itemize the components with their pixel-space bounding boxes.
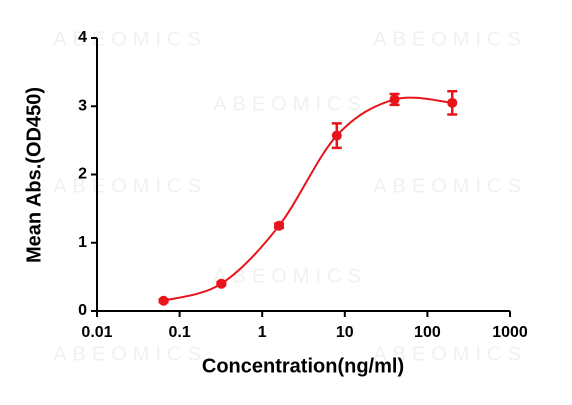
x-axis-label: Concentration(ng/ml) [202, 355, 404, 377]
x-tick-label: 0.1 [168, 324, 190, 341]
data-point [158, 295, 169, 306]
watermark: ABEOMICS [373, 175, 527, 197]
y-axis-label: Mean Abs.(OD450) [23, 87, 45, 263]
watermark: ABEOMICS [213, 265, 367, 287]
watermark: ABEOMICS [53, 343, 207, 365]
y-tick-label: 4 [78, 29, 87, 46]
data-point [216, 278, 227, 289]
data-point [274, 220, 285, 231]
watermark: ABEOMICS [373, 343, 527, 365]
x-tick-label: 1000 [492, 324, 528, 341]
x-tick-label: 0.01 [81, 324, 112, 341]
watermarks: ABEOMICS ABEOMICS ABEOMICS ABEOMICS ABEOMICS… [53, 28, 527, 365]
y-tick-label: 0 [78, 302, 87, 319]
data-point [447, 97, 458, 108]
y-tick-label: 3 [78, 97, 87, 114]
x-tick-label: 10 [336, 324, 354, 341]
data-point [331, 130, 342, 141]
y-tick-label: 1 [78, 234, 87, 251]
y-tick-label: 2 [78, 166, 87, 183]
x-tick-label: 1 [258, 324, 267, 341]
watermark: ABEOMICS [213, 93, 367, 115]
data-point [389, 94, 400, 105]
watermark: ABEOMICS [53, 28, 207, 50]
watermark: ABEOMICS [373, 28, 527, 50]
x-tick-label: 100 [414, 324, 441, 341]
watermark: ABEOMICS [53, 175, 207, 197]
